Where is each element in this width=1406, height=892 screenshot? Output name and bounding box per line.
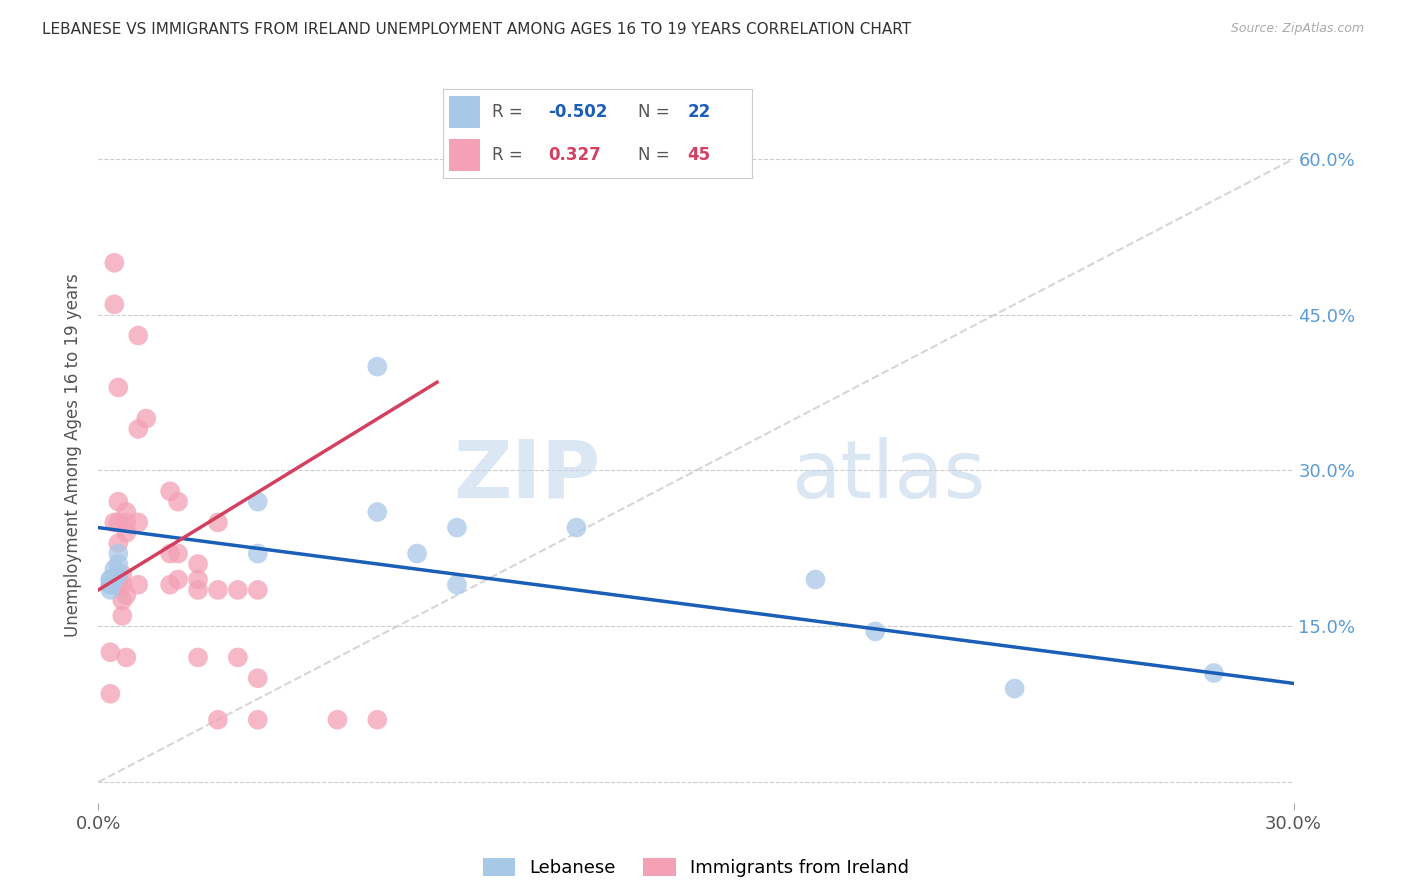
- Point: [115, 505, 138, 519]
- Text: Source: ZipAtlas.com: Source: ZipAtlas.com: [1230, 22, 1364, 36]
- Point: [565, 520, 588, 534]
- Point: [115, 650, 138, 665]
- Point: [111, 567, 134, 582]
- Point: [100, 573, 122, 587]
- Point: [187, 650, 209, 665]
- Text: LEBANESE VS IMMIGRANTS FROM IRELAND UNEMPLOYMENT AMONG AGES 16 TO 19 YEARS CORRE: LEBANESE VS IMMIGRANTS FROM IRELAND UNEM…: [42, 22, 911, 37]
- Point: [107, 578, 129, 592]
- Point: [115, 516, 138, 530]
- Point: [107, 494, 129, 508]
- Point: [107, 380, 129, 394]
- Point: [326, 713, 349, 727]
- Point: [187, 582, 209, 597]
- Point: [103, 573, 125, 587]
- Text: ZIP: ZIP: [453, 437, 600, 515]
- Point: [1202, 665, 1225, 680]
- Text: -0.502: -0.502: [548, 103, 607, 121]
- Legend: Lebanese, Immigrants from Ireland: Lebanese, Immigrants from Ireland: [475, 850, 917, 884]
- Point: [159, 484, 181, 499]
- Point: [103, 562, 125, 576]
- Point: [107, 516, 129, 530]
- Point: [1004, 681, 1026, 696]
- Point: [167, 494, 190, 508]
- Text: N =: N =: [638, 103, 675, 121]
- Point: [127, 328, 149, 343]
- Point: [115, 525, 138, 540]
- Point: [100, 578, 122, 592]
- Point: [115, 588, 138, 602]
- Point: [207, 713, 229, 727]
- Point: [127, 578, 149, 592]
- Point: [103, 256, 125, 270]
- Point: [111, 578, 134, 592]
- Y-axis label: Unemployment Among Ages 16 to 19 years: Unemployment Among Ages 16 to 19 years: [65, 273, 83, 637]
- Point: [135, 411, 157, 425]
- Point: [100, 687, 122, 701]
- Point: [103, 516, 125, 530]
- Point: [127, 422, 149, 436]
- Point: [100, 582, 122, 597]
- Point: [207, 582, 229, 597]
- Point: [246, 582, 269, 597]
- Bar: [449, 139, 479, 171]
- Point: [111, 608, 134, 623]
- Text: R =: R =: [492, 103, 529, 121]
- Point: [246, 494, 269, 508]
- Point: [246, 547, 269, 561]
- Point: [246, 713, 269, 727]
- Point: [207, 516, 229, 530]
- Point: [111, 593, 134, 607]
- Point: [187, 557, 209, 571]
- Text: atlas: atlas: [792, 437, 986, 515]
- Point: [107, 547, 129, 561]
- Point: [167, 547, 190, 561]
- Point: [863, 624, 887, 639]
- Point: [226, 650, 249, 665]
- Point: [804, 573, 827, 587]
- Point: [167, 573, 190, 587]
- Point: [159, 578, 181, 592]
- Point: [100, 578, 122, 592]
- Text: 22: 22: [688, 103, 710, 121]
- Text: 45: 45: [688, 146, 710, 164]
- Point: [107, 536, 129, 550]
- Point: [366, 713, 388, 727]
- Point: [187, 573, 209, 587]
- Bar: [449, 96, 479, 128]
- Point: [107, 567, 129, 582]
- Point: [127, 516, 149, 530]
- Point: [366, 505, 388, 519]
- Text: R =: R =: [492, 146, 529, 164]
- Point: [366, 359, 388, 374]
- Point: [246, 671, 269, 685]
- Text: N =: N =: [638, 146, 675, 164]
- Point: [406, 547, 429, 561]
- Point: [100, 573, 122, 587]
- Point: [226, 582, 249, 597]
- Point: [446, 578, 468, 592]
- Point: [103, 578, 125, 592]
- Point: [446, 520, 468, 534]
- Point: [100, 645, 122, 659]
- Point: [107, 557, 129, 571]
- Point: [103, 297, 125, 311]
- Point: [159, 547, 181, 561]
- Text: 0.327: 0.327: [548, 146, 600, 164]
